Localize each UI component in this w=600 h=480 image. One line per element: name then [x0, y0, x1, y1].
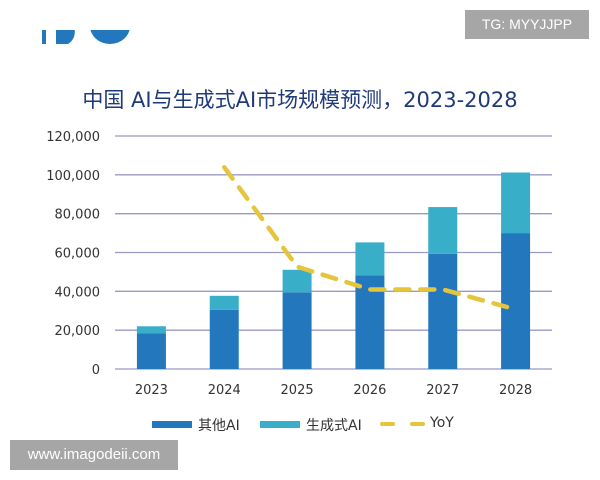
legend: 其他AI 生成式AI YoY	[0, 413, 600, 435]
bar-gen-ai	[501, 172, 531, 234]
bar-other-ai	[282, 292, 312, 369]
y-tick-label: 100,000	[46, 169, 100, 184]
x-tick-label: 2026	[353, 383, 386, 398]
x-tick-label: 2028	[499, 383, 532, 398]
y-tick-label: 60,000	[55, 247, 101, 262]
bar-other-ai	[501, 233, 531, 369]
legend-swatch-other-ai	[152, 421, 192, 428]
y-tick-label: 80,000	[55, 208, 101, 223]
chart: 0 20,000 40,000 60,000 80,000 100,000 120,000 2…	[46, 130, 552, 398]
watermark-telegram: TG: MYYJJPP	[465, 10, 589, 39]
y-tick-label: 20,000	[55, 324, 101, 339]
y-tick-label: 120,000	[46, 130, 100, 145]
legend-swatch-gen-ai	[260, 421, 300, 428]
legend-swatch-yoy	[410, 422, 425, 426]
x-tick-label: 2025	[281, 383, 314, 398]
bar-gen-ai	[355, 242, 385, 276]
bar-other-ai	[209, 309, 239, 369]
x-tick-label: 2024	[208, 383, 241, 398]
chart-title: 中国 AI与生成式AI市场规模预测，2023-2028	[82, 88, 518, 112]
y-tick-label: 40,000	[55, 285, 101, 300]
x-tick-label: 2023	[135, 383, 168, 398]
bar-gen-ai	[282, 269, 312, 293]
bar-other-ai	[136, 333, 166, 369]
bar-other-ai	[428, 253, 458, 369]
x-tick-label: 2027	[426, 383, 459, 398]
legend-label-gen-ai: 生成式AI	[306, 418, 362, 434]
bar-gen-ai	[136, 326, 166, 334]
logo	[36, 30, 136, 48]
bar-gen-ai	[209, 295, 239, 310]
legend-swatch-yoy	[380, 422, 395, 426]
legend-label-yoy: YoY	[430, 415, 454, 431]
bar-gen-ai	[428, 207, 458, 254]
legend-label-other-ai: 其他AI	[198, 418, 240, 434]
watermark-site: www.imagodeii.com	[10, 440, 178, 470]
yoy-line	[222, 165, 518, 312]
y-tick-label: 0	[92, 363, 100, 378]
